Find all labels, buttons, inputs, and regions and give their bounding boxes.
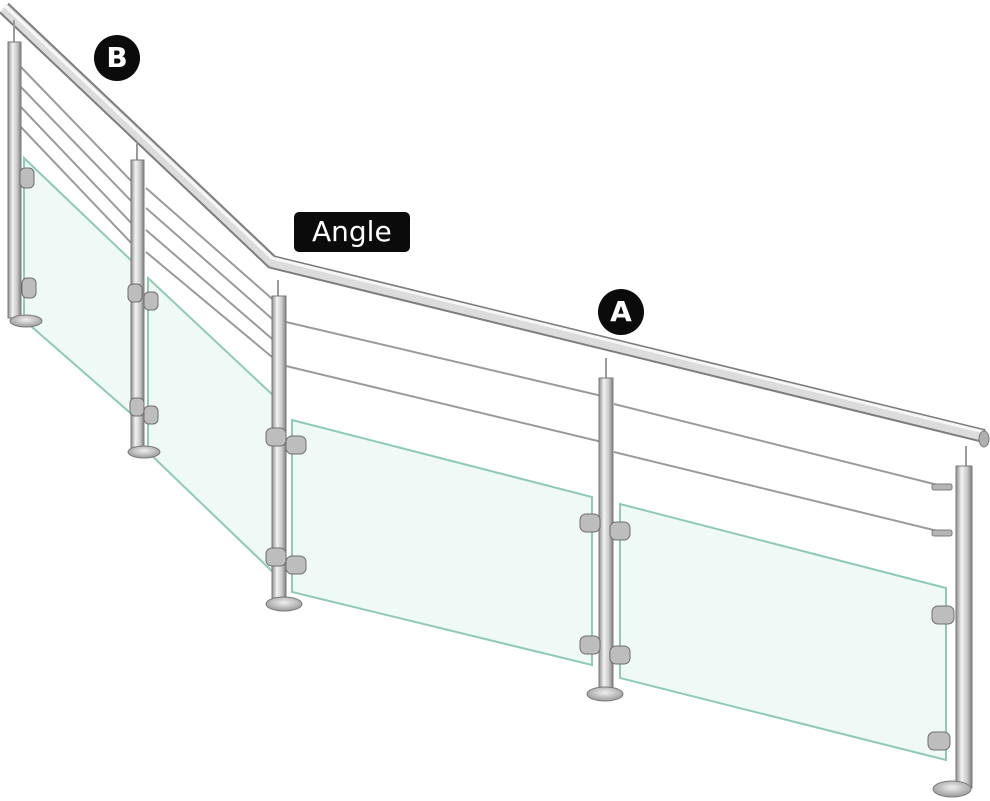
posts [7, 20, 973, 798]
base-plate [127, 445, 161, 459]
angle-label: Angle [294, 212, 410, 252]
glass-panel-4 [619, 502, 947, 762]
cable [17, 123, 137, 249]
post [265, 280, 303, 612]
glass-clamp [265, 427, 287, 447]
base-plate [932, 780, 972, 798]
cable [145, 207, 279, 325]
glass-clamp [129, 397, 145, 417]
post [127, 142, 161, 459]
glass-clamp [931, 605, 955, 625]
cable [613, 451, 951, 535]
glass-clamp [579, 513, 601, 533]
glass-clamp [143, 291, 159, 311]
glass-clamps [19, 167, 955, 751]
post [7, 20, 43, 328]
marker-b: B [94, 35, 140, 81]
cable [285, 365, 603, 443]
handrail [0, 2, 990, 448]
base-plate [586, 686, 624, 702]
glass-clamp [21, 277, 37, 299]
cable [145, 229, 279, 345]
cable [285, 321, 603, 397]
cable [613, 403, 951, 489]
cable [17, 63, 137, 187]
base-plate [9, 314, 43, 328]
glass-clamp [609, 645, 631, 665]
handrail-end-cap [978, 430, 990, 448]
cable [17, 83, 137, 207]
glass-clamp [143, 405, 159, 425]
cable [17, 103, 137, 229]
cables [17, 63, 951, 535]
glass-clamp [609, 521, 631, 541]
glass-clamp [19, 167, 35, 189]
glass-clamp [265, 547, 287, 567]
glass-clamp [927, 731, 951, 751]
post [932, 446, 973, 798]
marker-a: A [598, 289, 644, 335]
glass-clamp [579, 635, 601, 655]
glass-clamp [285, 435, 307, 455]
cable [145, 187, 279, 305]
glass-clamp [127, 283, 143, 303]
glass-panel-2 [147, 275, 277, 578]
cable [145, 251, 279, 363]
base-plate [265, 596, 303, 612]
glass-panels [23, 155, 947, 762]
cable-tensioners [931, 483, 953, 537]
glass-panel-3 [291, 418, 593, 667]
glass-panel-1 [23, 155, 137, 421]
glass-clamp [285, 555, 307, 575]
